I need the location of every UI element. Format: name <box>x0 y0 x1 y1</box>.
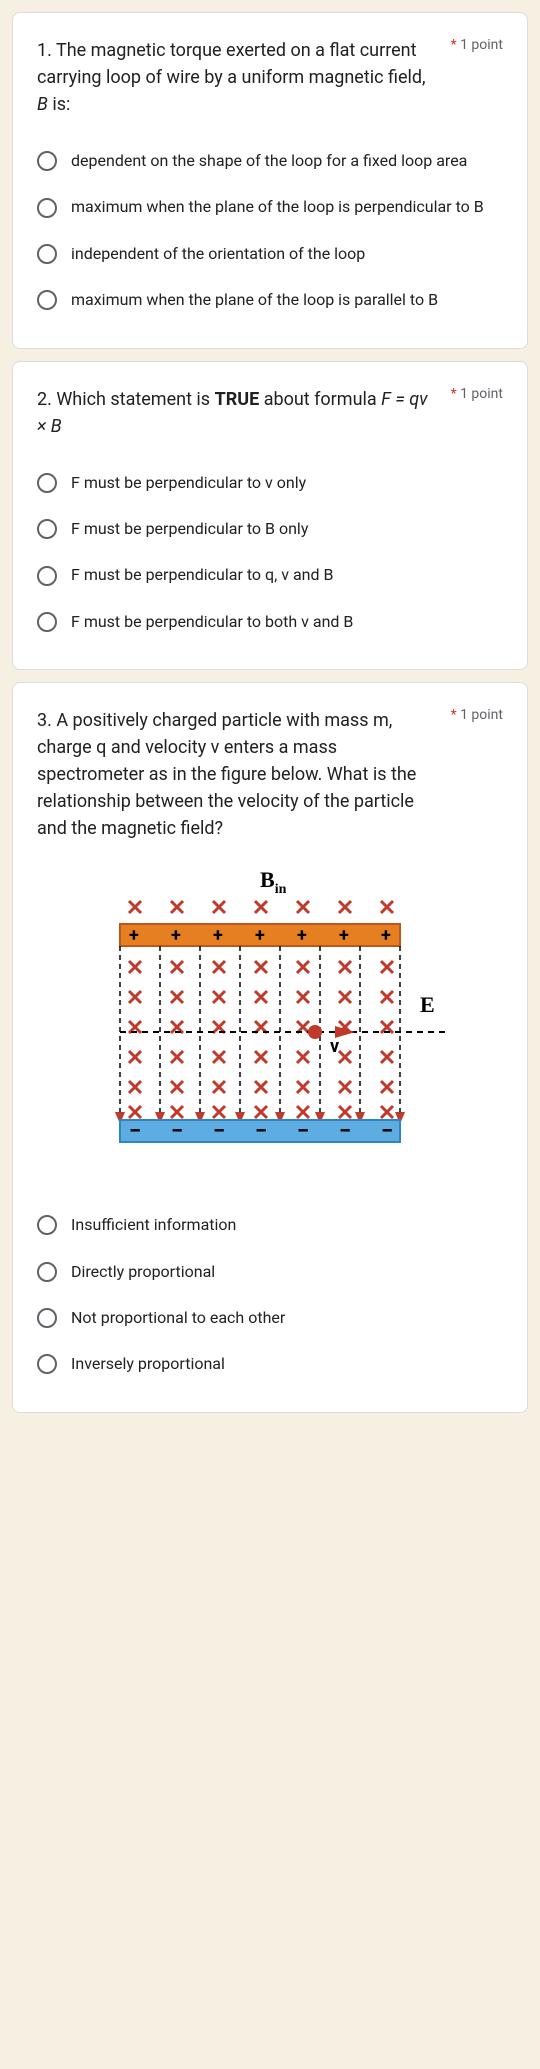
option-label: F must be perpendicular to B only <box>71 518 308 540</box>
e-field-arrows <box>115 946 405 1124</box>
option-q3-b[interactable]: Directly proportional <box>37 1249 503 1295</box>
e-label: E <box>420 992 435 1017</box>
question-header: 1. The magnetic torque exerted on a flat… <box>37 37 503 118</box>
option-label: maximum when the plane of the loop is pa… <box>71 289 438 311</box>
radio-icon <box>37 1215 57 1235</box>
points-label: * 1 point <box>451 37 503 53</box>
svg-text:+: + <box>297 925 307 946</box>
radio-icon <box>37 151 57 171</box>
points-label: * 1 point <box>451 707 503 723</box>
option-label: F must be perpendicular to v only <box>71 472 306 494</box>
radio-icon <box>37 1354 57 1374</box>
radio-icon <box>37 1308 57 1328</box>
points-text: 1 point <box>460 386 503 402</box>
radio-icon <box>37 612 57 632</box>
radio-icon <box>37 1262 57 1282</box>
radio-icon <box>37 198 57 218</box>
question-header: 2. Which statement is TRUE about formula… <box>37 386 503 440</box>
svg-text:−: − <box>171 1119 183 1144</box>
radio-icon <box>37 290 57 310</box>
svg-text:+: + <box>381 925 391 946</box>
radio-icon <box>37 473 57 493</box>
option-q1-a[interactable]: dependent on the shape of the loop for a… <box>37 138 503 184</box>
radio-icon <box>37 519 57 539</box>
option-q2-c[interactable]: F must be perpendicular to q, v and B <box>37 552 503 598</box>
option-label: Not proportional to each other <box>71 1307 285 1329</box>
option-q3-d[interactable]: Inversely proportional <box>37 1341 503 1387</box>
v-label: v <box>330 1036 339 1057</box>
points-label: * 1 point <box>451 386 503 402</box>
svg-text:−: − <box>129 1119 141 1144</box>
svg-text:−: − <box>255 1119 267 1144</box>
svg-text:+: + <box>129 925 139 946</box>
svg-text:+: + <box>213 925 223 946</box>
points-text: 1 point <box>460 707 503 723</box>
option-label: Directly proportional <box>71 1261 215 1283</box>
points-text: 1 point <box>460 37 503 53</box>
option-q1-b[interactable]: maximum when the plane of the loop is pe… <box>37 184 503 230</box>
option-q1-d[interactable]: maximum when the plane of the loop is pa… <box>37 277 503 323</box>
option-label: Inversely proportional <box>71 1353 225 1375</box>
question-card-2: 2. Which statement is TRUE about formula… <box>12 361 528 671</box>
svg-text:+: + <box>339 925 349 946</box>
question-card-3: 3. A positively charged particle with ma… <box>12 682 528 1413</box>
spectrometer-diagram: Bin + + + + + + + v E − − − − − − − <box>80 862 460 1182</box>
option-label: independent of the orientation of the lo… <box>71 243 365 265</box>
particle <box>308 1025 322 1039</box>
option-label: F must be perpendicular to both v and B <box>71 611 353 633</box>
q2-text-after: about formula <box>259 389 381 410</box>
q3-text-main: 3. A positively charged particle with ma… <box>37 710 416 839</box>
svg-text:−: − <box>213 1119 225 1144</box>
question-header: 3. A positively charged particle with ma… <box>37 707 503 842</box>
svg-text:−: − <box>339 1119 351 1144</box>
q2-text-bold: TRUE <box>215 389 260 410</box>
question-text: 2. Which statement is TRUE about formula… <box>37 386 435 440</box>
q1-text-italic: B <box>37 94 48 115</box>
required-mark: * <box>451 386 457 402</box>
option-q2-b[interactable]: F must be perpendicular to B only <box>37 506 503 552</box>
radio-icon <box>37 244 57 264</box>
svg-text:−: − <box>297 1119 309 1144</box>
q1-text-main: 1. The magnetic torque exerted on a flat… <box>37 40 426 88</box>
question-card-1: 1. The magnetic torque exerted on a flat… <box>12 12 528 349</box>
q1-text-after: is: <box>48 94 71 115</box>
option-q2-d[interactable]: F must be perpendicular to both v and B <box>37 599 503 645</box>
option-label: dependent on the shape of the loop for a… <box>71 150 467 172</box>
question-text: 3. A positively charged particle with ma… <box>37 707 435 842</box>
option-q3-a[interactable]: Insufficient information <box>37 1202 503 1248</box>
option-q2-a[interactable]: F must be perpendicular to v only <box>37 460 503 506</box>
svg-text:+: + <box>255 925 265 946</box>
option-label: maximum when the plane of the loop is pe… <box>71 196 484 218</box>
svg-text:+: + <box>171 925 181 946</box>
option-label: F must be perpendicular to q, v and B <box>71 564 333 586</box>
required-mark: * <box>451 37 457 53</box>
option-q3-c[interactable]: Not proportional to each other <box>37 1295 503 1341</box>
b-label: Bin <box>260 867 287 897</box>
svg-text:−: − <box>381 1119 393 1144</box>
option-q1-c[interactable]: independent of the orientation of the lo… <box>37 231 503 277</box>
radio-icon <box>37 566 57 586</box>
question-text: 1. The magnetic torque exerted on a flat… <box>37 37 435 118</box>
q2-text-main: 2. Which statement is <box>37 389 215 410</box>
required-mark: * <box>451 707 457 723</box>
option-label: Insufficient information <box>71 1214 236 1236</box>
